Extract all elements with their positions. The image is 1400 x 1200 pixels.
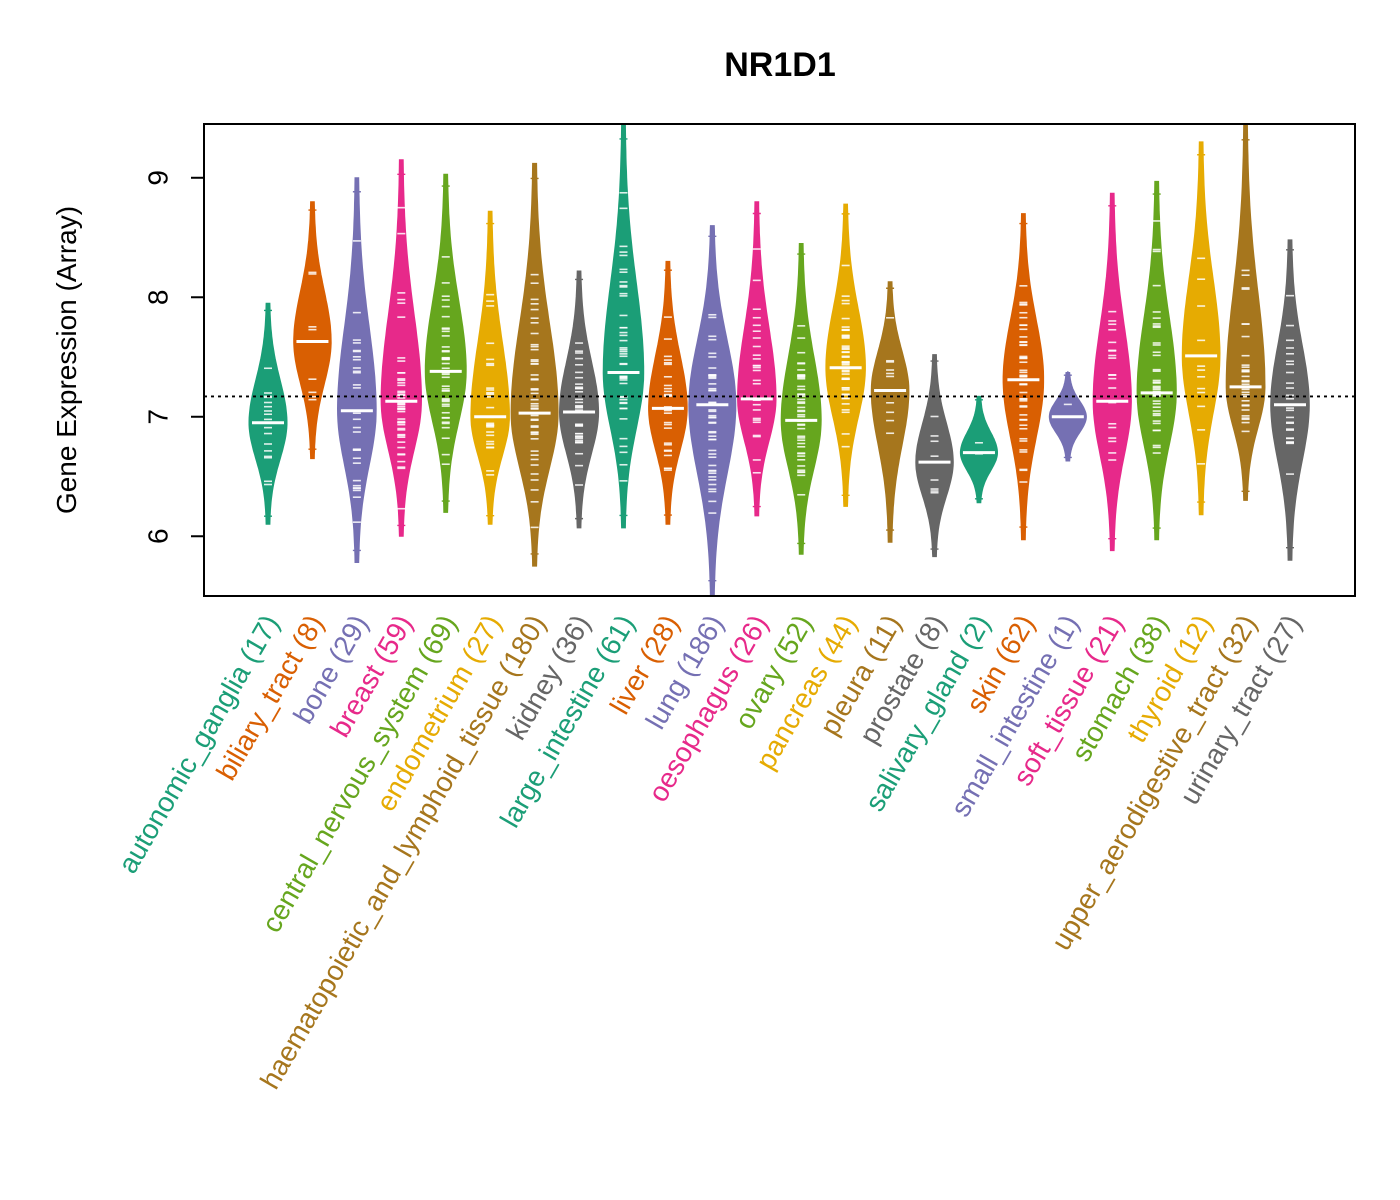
violin-central_nervous_system: [424, 173, 467, 513]
violin-pleura: [870, 281, 910, 543]
outlier-point: [841, 209, 850, 218]
outlier-point: [1063, 371, 1072, 380]
violin-body: [959, 395, 998, 504]
y-axis-label: Gene Expression (Array): [51, 206, 82, 514]
y-tick-label: 7: [142, 409, 173, 425]
violin-breast: [380, 159, 423, 537]
outlier-point: [1241, 135, 1250, 144]
outlier-point: [1152, 524, 1161, 533]
outlier-point: [1286, 245, 1294, 254]
violin-pancreas: [825, 203, 866, 507]
outlier-point: [886, 526, 895, 535]
violin-urinary_tract: [1270, 239, 1310, 561]
outlier-point: [575, 275, 584, 284]
outlier-point: [352, 187, 361, 196]
violin-body: [470, 210, 510, 525]
violin-oesophagus: [737, 201, 777, 517]
outlier-point: [619, 511, 628, 520]
outlier-point: [1152, 190, 1161, 199]
outlier-point: [308, 445, 317, 454]
violin-body: [1270, 239, 1310, 561]
outlier-point: [797, 539, 806, 548]
outlier-point: [752, 502, 761, 511]
outlier-point: [1019, 523, 1028, 532]
violin-body: [602, 123, 645, 529]
plot-frame: [203, 123, 1356, 597]
outlier-point: [575, 514, 584, 523]
outlier-point: [486, 511, 495, 520]
outlier-point: [1197, 150, 1206, 159]
violin-soft_tissue: [1092, 192, 1132, 552]
violin-body: [1181, 141, 1221, 516]
outlier-point: [930, 545, 939, 554]
y-tick-label: 9: [142, 170, 173, 186]
violin-body: [825, 203, 866, 507]
outlier-point: [974, 395, 983, 404]
violin-body: [648, 260, 688, 525]
outlier-point: [708, 576, 717, 585]
outlier-point: [619, 134, 628, 143]
violin-lung: [688, 225, 737, 597]
outlier-point: [397, 170, 406, 179]
outlier-point: [930, 357, 939, 366]
violin-body: [1225, 123, 1266, 501]
y-tick-label: 8: [142, 289, 173, 305]
violin-endometrium: [470, 210, 510, 525]
outlier-point: [663, 511, 672, 520]
outlier-point: [974, 494, 983, 503]
violin-upper_aerodigestive_tract: [1225, 123, 1266, 501]
violin-haematopoietic_and_lymphoid_tissue: [510, 162, 559, 567]
violin-thyroid: [1181, 141, 1221, 516]
outlier-point: [397, 521, 406, 530]
outlier-point: [1286, 543, 1294, 552]
outlier-point: [264, 512, 272, 521]
violin-small_intestine: [1048, 371, 1087, 462]
outlier-point: [841, 491, 850, 500]
outlier-point: [1241, 487, 1250, 496]
violin-body: [424, 173, 467, 513]
outlier-point: [352, 546, 361, 555]
outlier-point: [264, 306, 272, 315]
outlier-point: [663, 266, 672, 275]
violin-autonomic_ganglia: [248, 302, 288, 525]
violin-ovary: [780, 243, 822, 555]
violin-biliary_tract: [293, 201, 332, 460]
violin-stomach: [1136, 180, 1177, 541]
violin-large_intestine: [602, 123, 645, 529]
outlier-point: [530, 549, 539, 558]
violin-body: [1136, 180, 1177, 541]
outlier-point: [1197, 498, 1206, 507]
violin-salivary_gland: [959, 395, 998, 504]
violin-bone: [336, 177, 377, 563]
outlier-point: [441, 182, 450, 191]
violin-prostate: [915, 354, 954, 558]
outlier-point: [530, 174, 539, 183]
outlier-point: [752, 209, 761, 218]
outlier-point: [1019, 219, 1028, 228]
outlier-point: [308, 206, 317, 215]
y-axis: 6 7 8 9: [142, 170, 204, 544]
violin-liver: [648, 260, 688, 525]
chart-title: NR1D1: [724, 46, 835, 84]
outlier-point: [1108, 201, 1117, 210]
violin-body: [336, 177, 377, 563]
violin-kidney: [558, 270, 600, 529]
violins-layer: [248, 123, 1310, 597]
violin-body: [1092, 192, 1132, 552]
outlier-point: [486, 219, 495, 228]
outlier-point: [886, 284, 895, 293]
outlier-point: [708, 232, 717, 241]
violin-body: [380, 159, 423, 537]
outlier-point: [1063, 453, 1072, 462]
outlier-point: [441, 497, 450, 506]
y-tick-label: 6: [142, 528, 173, 544]
outlier-point: [797, 250, 806, 259]
violin-skin: [1002, 213, 1045, 541]
outlier-point: [1108, 534, 1117, 543]
x-axis-labels: autonomic_ganglia (17)biliary_tract (8)b…: [112, 609, 1307, 1094]
